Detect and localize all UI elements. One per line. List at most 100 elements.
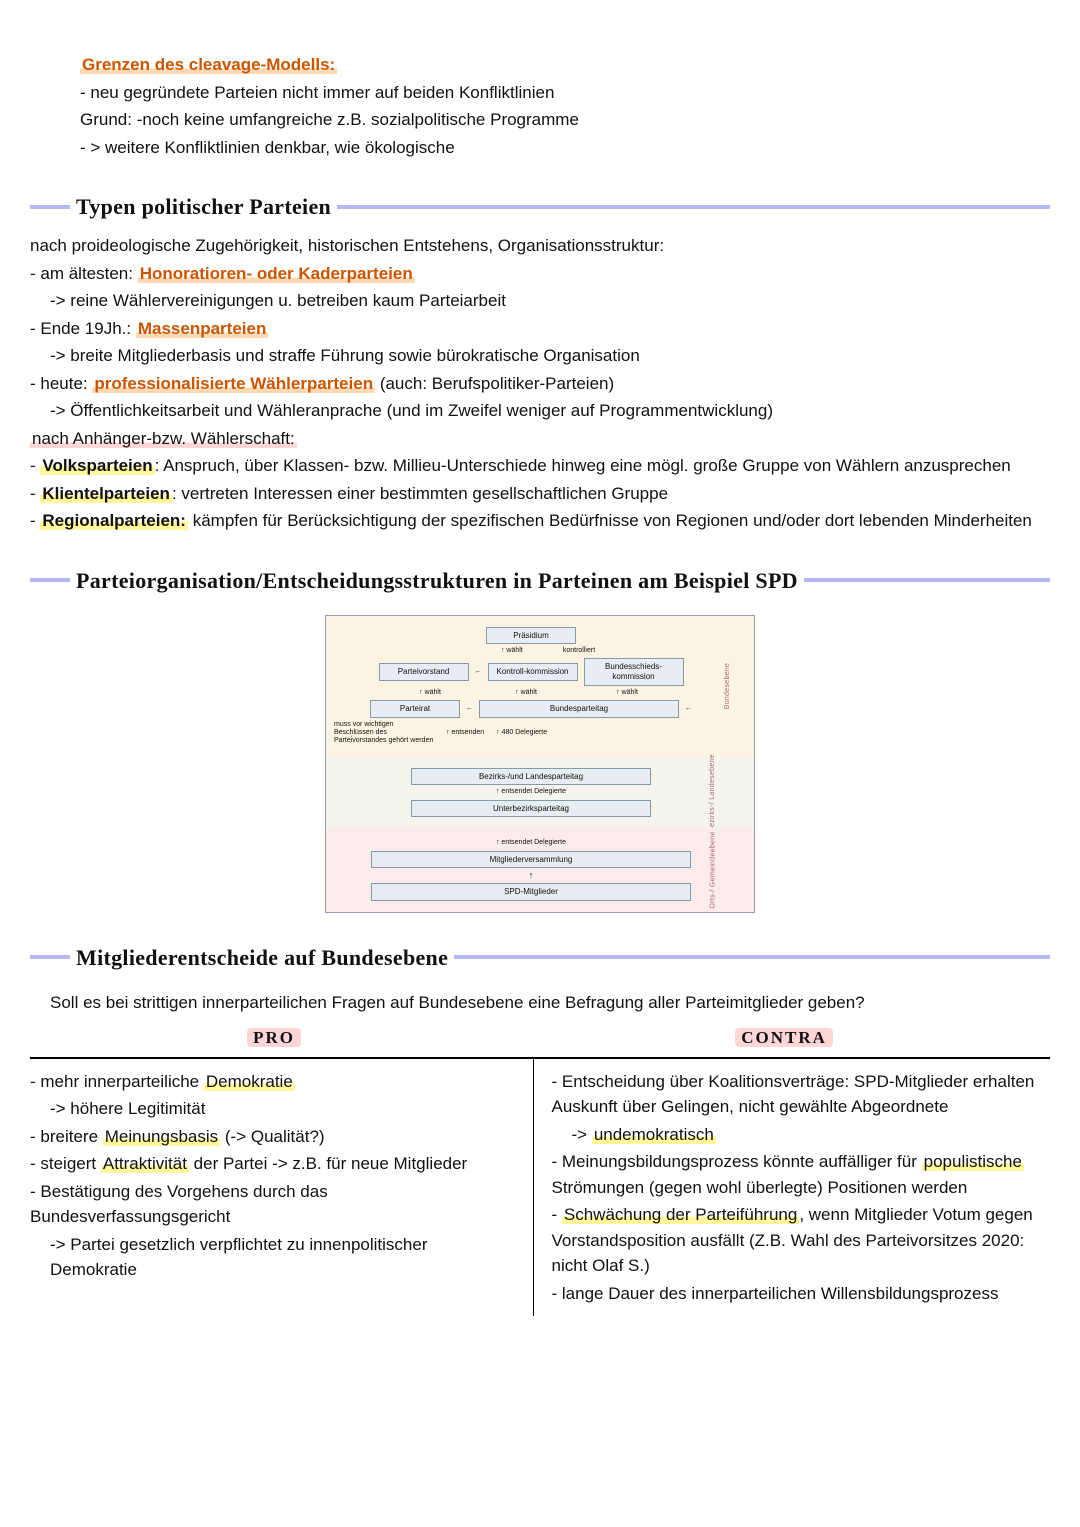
box-parteirat: Parteirat	[370, 700, 460, 718]
band-label: Orts-/ Gemeindeebene	[709, 832, 717, 909]
typen-item-c-sub: -> Öffentlichkeitsarbeit und Wähleranpra…	[30, 398, 1050, 424]
box-praesidium: Präsidium	[486, 627, 576, 645]
heading-row-typen: Typen politischer Parteien	[30, 190, 1050, 223]
text: - steigert	[30, 1154, 101, 1173]
contra-column: - Entscheidung über Koalitionsverträge: …	[534, 1059, 1051, 1317]
typen-item-b-sub: -> breite Mitgliederbasis und straffe Fü…	[30, 343, 1050, 369]
label-entsendet: ↑ entsendet Delegierte	[496, 839, 566, 847]
highlight: nach Anhänger-bzw. Wählerschaft:	[30, 429, 297, 448]
mitglieder-question: Soll es bei strittigen innerparteilichen…	[50, 990, 1050, 1016]
band-label: Bundesebene	[725, 663, 733, 710]
typen-sub2-intro: nach Anhänger-bzw. Wählerschaft:	[30, 426, 1050, 452]
rule-right	[804, 578, 1050, 582]
box-bundesparteitag: Bundesparteitag	[479, 700, 679, 718]
org-diagram: Bundesebene Präsidium ↑ wählt kontrollie…	[325, 615, 755, 913]
text: (-> Qualität?)	[220, 1127, 324, 1146]
contra-head: CONTRA	[735, 1028, 833, 1047]
heading-row-mitglieder: Mitgliederentscheide auf Bundesebene	[30, 941, 1050, 974]
box-bezirksparteitag: Bezirks-/und Landesparteitag	[411, 768, 651, 786]
contra-line-sub: -> undemokratisch	[552, 1122, 1041, 1148]
procon-table: - mehr innerparteiliche Demokratie -> hö…	[30, 1057, 1050, 1317]
text: - heute:	[30, 374, 92, 393]
highlight: professionalisierte Wählerparteien	[92, 374, 375, 393]
highlight: Schwächung der Parteiführung	[562, 1205, 799, 1224]
typen-volksparteien: - Volksparteien: Anspruch, über Klassen-…	[30, 453, 1050, 479]
text: -	[552, 1205, 562, 1224]
heading-mitglieder: Mitgliederentscheide auf Bundesebene	[76, 941, 448, 974]
highlight: Massenparteien	[136, 319, 269, 338]
typen-item-c: - heute: professionalisierte Wählerparte…	[30, 371, 1050, 397]
heading-org: Parteiorganisation/Entscheidungsstruktur…	[76, 564, 798, 597]
section-typen: nach proideologische Zugehörigkeit, hist…	[30, 233, 1050, 534]
box-schiedskommission: Bundesschieds-kommission	[584, 658, 684, 685]
band-label: Bezirks-/ Landesebene	[709, 754, 717, 832]
text: - Ende 19Jh.:	[30, 319, 136, 338]
section-grenzen: Grenzen des cleavage-Modells: - neu gegr…	[30, 52, 1050, 160]
diagram-band-bundesebene: Bundesebene Präsidium ↑ wählt kontrollie…	[326, 616, 754, 757]
contra-line: - Entscheidung über Koalitionsverträge: …	[552, 1069, 1041, 1120]
heading-grenzen: Grenzen des cleavage-Modells:	[80, 55, 337, 74]
pro-line: - steigert Attraktivität der Partei -> z…	[30, 1151, 519, 1177]
text: : Anspruch, über Klassen- bzw. Millieu-U…	[155, 456, 1011, 475]
box-parteivorstand: Parteivorstand	[379, 663, 469, 681]
procon-header: PRO CONTRA	[30, 1025, 1050, 1051]
typen-item-a: - am ältesten: Honoratioren- oder Kaderp…	[30, 261, 1050, 287]
label-waehlt: ↑ wählt	[467, 647, 557, 655]
grenzen-line2: Grund: -noch keine umfangreiche z.B. soz…	[80, 107, 1050, 133]
highlight: Meinungsbasis	[103, 1127, 220, 1146]
text: : vertreten Interessen einer bestimmten …	[172, 484, 668, 503]
rule-right	[337, 205, 1050, 209]
grenzen-line3: - > weitere Konfliktlinien denkbar, wie …	[80, 135, 1050, 161]
pro-line: - breitere Meinungsbasis (-> Qualität?)	[30, 1124, 519, 1150]
highlight: Regionalparteien:	[40, 511, 188, 530]
box-kontrollkommission: Kontroll-kommission	[488, 663, 578, 681]
label-kontrolliert: kontrolliert	[563, 647, 595, 655]
rule-right	[454, 955, 1050, 959]
text: - mehr innerparteiliche	[30, 1072, 204, 1091]
pro-line: - mehr innerparteiliche Demokratie	[30, 1069, 519, 1095]
arrow-up-icon: ↑	[529, 871, 534, 880]
label-waehlt: wählt	[521, 689, 537, 696]
label-delegierte: ↑ 480 Delegierte	[496, 729, 547, 737]
label-entsenden: ↑ entsenden	[446, 729, 484, 737]
pro-line-sub: -> höhere Legitimität	[30, 1096, 519, 1122]
label-hinweis: muss vor wichtigen Beschlüssen des Parte…	[334, 721, 434, 746]
box-spd-mitglieder: SPD-Mitglieder	[371, 883, 691, 901]
diagram-container: Bundesebene Präsidium ↑ wählt kontrollie…	[30, 615, 1050, 913]
heading-typen: Typen politischer Parteien	[76, 190, 331, 223]
text: (auch: Berufspolitiker-Parteien)	[380, 374, 614, 393]
highlight: Volksparteien	[40, 456, 154, 475]
rule-left	[30, 578, 70, 582]
rule-left	[30, 955, 70, 959]
diagram-band-landesebene: Bezirks-/ Landesebene Bezirks-/und Lande…	[326, 757, 754, 829]
label-waehlt: wählt	[622, 689, 638, 696]
text: der Partei -> z.B. für neue Mitglieder	[189, 1154, 467, 1173]
highlight: populistische	[922, 1152, 1024, 1171]
rule-left	[30, 205, 70, 209]
contra-line: - Schwächung der Parteiführung, wenn Mit…	[552, 1202, 1041, 1279]
text: kämpfen für Berücksichtigung der spezifi…	[188, 511, 1032, 530]
typen-item-b: - Ende 19Jh.: Massenparteien	[30, 316, 1050, 342]
pro-column: - mehr innerparteiliche Demokratie -> hö…	[30, 1059, 534, 1317]
box-mitgliederversammlung: Mitgliederversammlung	[371, 851, 691, 869]
heading-row-org: Parteiorganisation/Entscheidungsstruktur…	[30, 564, 1050, 597]
highlight: Demokratie	[204, 1072, 295, 1091]
text: Strömungen (gegen wohl überlegte) Positi…	[552, 1178, 968, 1197]
pro-line-sub: -> Partei gesetzlich verpflichtet zu inn…	[30, 1232, 519, 1283]
highlight: Klientelparteien	[40, 484, 172, 503]
pro-head: PRO	[247, 1028, 301, 1047]
text: - am ältesten:	[30, 264, 138, 283]
label-entsendet: ↑ entsendet Delegierte	[496, 788, 566, 796]
grenzen-line1: - neu gegründete Parteien nicht immer au…	[80, 80, 1050, 106]
box-unterbezirk: Unterbezirksparteitag	[411, 800, 651, 818]
text: - breitere	[30, 1127, 103, 1146]
typen-item-a-sub: -> reine Wählervereinigungen u. betreibe…	[30, 288, 1050, 314]
contra-line: - lange Dauer des innerparteilichen Will…	[552, 1281, 1041, 1307]
diagram-band-ortsebene: Orts-/ Gemeindeebene ↑ entsendet Delegie…	[326, 828, 754, 912]
highlight: Honoratioren- oder Kaderparteien	[138, 264, 415, 283]
text: - Meinungsbildungsprozess könnte auffäll…	[552, 1152, 922, 1171]
typen-regionalparteien: - Regionalparteien: kämpfen für Berücksi…	[30, 508, 1050, 534]
highlight: Attraktivität	[101, 1154, 189, 1173]
contra-line: - Meinungsbildungsprozess könnte auffäll…	[552, 1149, 1041, 1200]
pro-line: - Bestätigung des Vorgehens durch das Bu…	[30, 1179, 519, 1230]
